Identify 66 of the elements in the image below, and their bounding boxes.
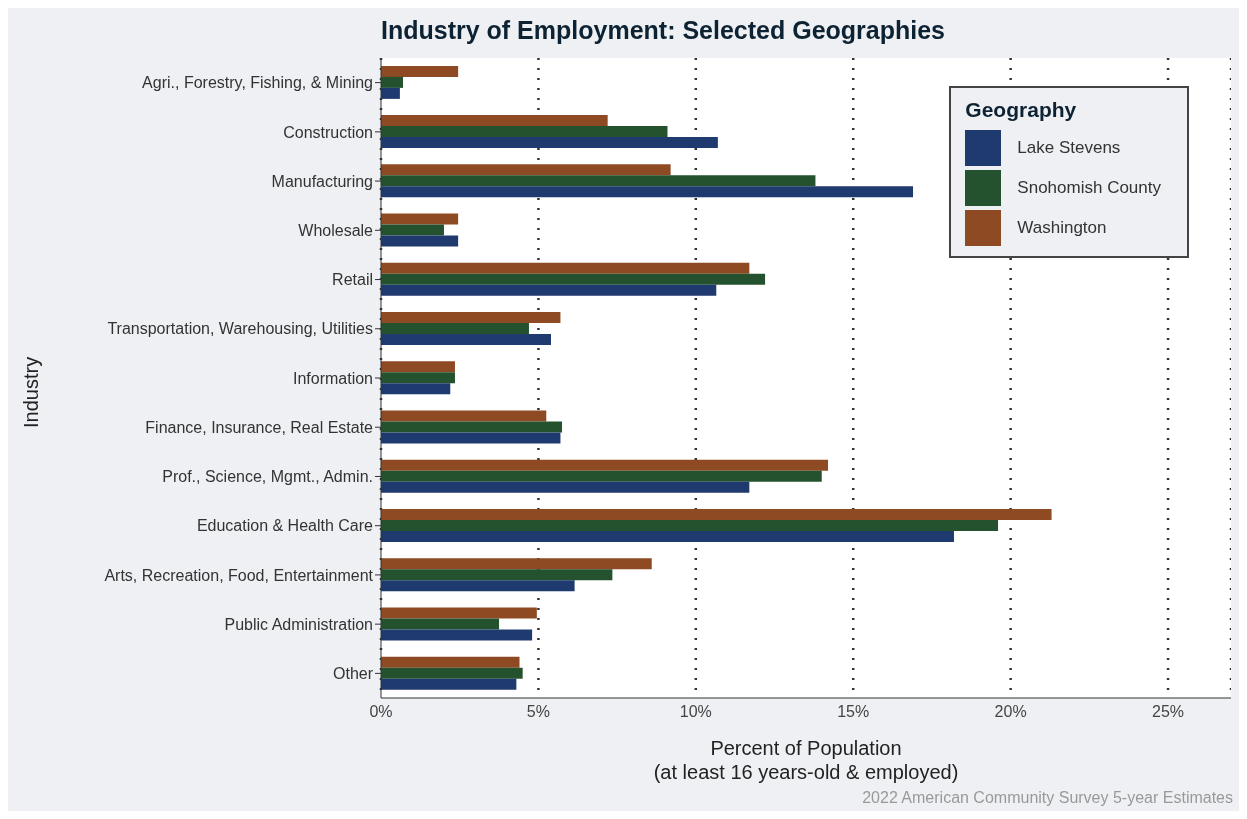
bar — [381, 323, 529, 335]
bar — [381, 558, 652, 570]
x-axis-title: Percent of Population (at least 16 years-old & employed) — [652, 736, 960, 784]
y-tick-label: Education & Health Care — [196, 517, 374, 535]
bar — [381, 569, 613, 581]
x-tick-label: 25% — [1152, 703, 1185, 721]
y-tick-label: Arts, Recreation, Food, Entertainment — [104, 566, 374, 584]
bar — [381, 481, 750, 493]
bar — [381, 126, 668, 138]
bar — [381, 519, 999, 531]
bar — [381, 65, 459, 77]
bar — [381, 235, 459, 247]
bar — [381, 175, 816, 187]
y-axis-title: Industry — [20, 356, 43, 428]
y-tick-label: Transportation, Warehousing, Utilities — [107, 320, 373, 338]
bar — [381, 137, 718, 149]
bar — [381, 213, 459, 225]
legend-label: Lake Stevens — [1017, 138, 1121, 158]
bar — [381, 361, 455, 373]
bar — [381, 530, 954, 542]
bar — [381, 372, 455, 384]
x-tick-label: 10% — [679, 703, 712, 721]
bar — [381, 459, 829, 471]
bar — [381, 284, 717, 296]
bar — [381, 618, 500, 630]
bar — [381, 186, 914, 198]
y-tick-label: Finance, Insurance, Real Estate — [145, 418, 374, 436]
bar — [381, 470, 822, 482]
bar — [381, 508, 1052, 520]
y-tick-label: Other — [332, 665, 374, 683]
x-tick-label: 15% — [837, 703, 870, 721]
bar — [381, 432, 561, 444]
bar — [381, 410, 547, 422]
bar — [381, 273, 766, 285]
legend-title: Geography — [965, 98, 1078, 122]
bar — [381, 383, 451, 395]
bar — [381, 421, 563, 433]
bar — [381, 262, 750, 274]
bar — [381, 224, 444, 236]
y-tick-label: Prof., Science, Mgmt., Admin. — [162, 468, 373, 486]
legend-label: Snohomish County — [1017, 178, 1161, 198]
y-tick-label: Wholesale — [298, 221, 374, 239]
bar — [381, 656, 520, 668]
y-tick-label: Construction — [283, 123, 373, 141]
chart-title: Industry of Employment: Selected Geographies — [381, 16, 946, 45]
y-tick-label: Information — [292, 369, 373, 387]
bar — [381, 629, 533, 641]
x-tick-label: 5% — [526, 703, 550, 721]
bar — [381, 76, 404, 88]
x-tick-label: 20% — [994, 703, 1027, 721]
bar — [381, 164, 671, 176]
bar — [381, 678, 517, 690]
bar — [381, 667, 523, 679]
bar — [381, 87, 400, 99]
bar — [381, 580, 575, 592]
bar — [381, 334, 551, 346]
y-tick-label: Public Administration — [224, 615, 373, 633]
x-tick-label: 0% — [369, 703, 393, 721]
bar — [381, 607, 537, 619]
legend-label: Washington — [1017, 218, 1107, 238]
bar — [381, 312, 561, 324]
text: 2022 American Community Survey 5-year Estimates — [862, 789, 1233, 807]
y-tick-label: Manufacturing — [271, 172, 373, 190]
bar — [381, 115, 608, 127]
y-tick-label: Retail — [332, 271, 373, 289]
y-tick-label: Agri., Forestry, Fishing, & Mining — [142, 74, 373, 92]
